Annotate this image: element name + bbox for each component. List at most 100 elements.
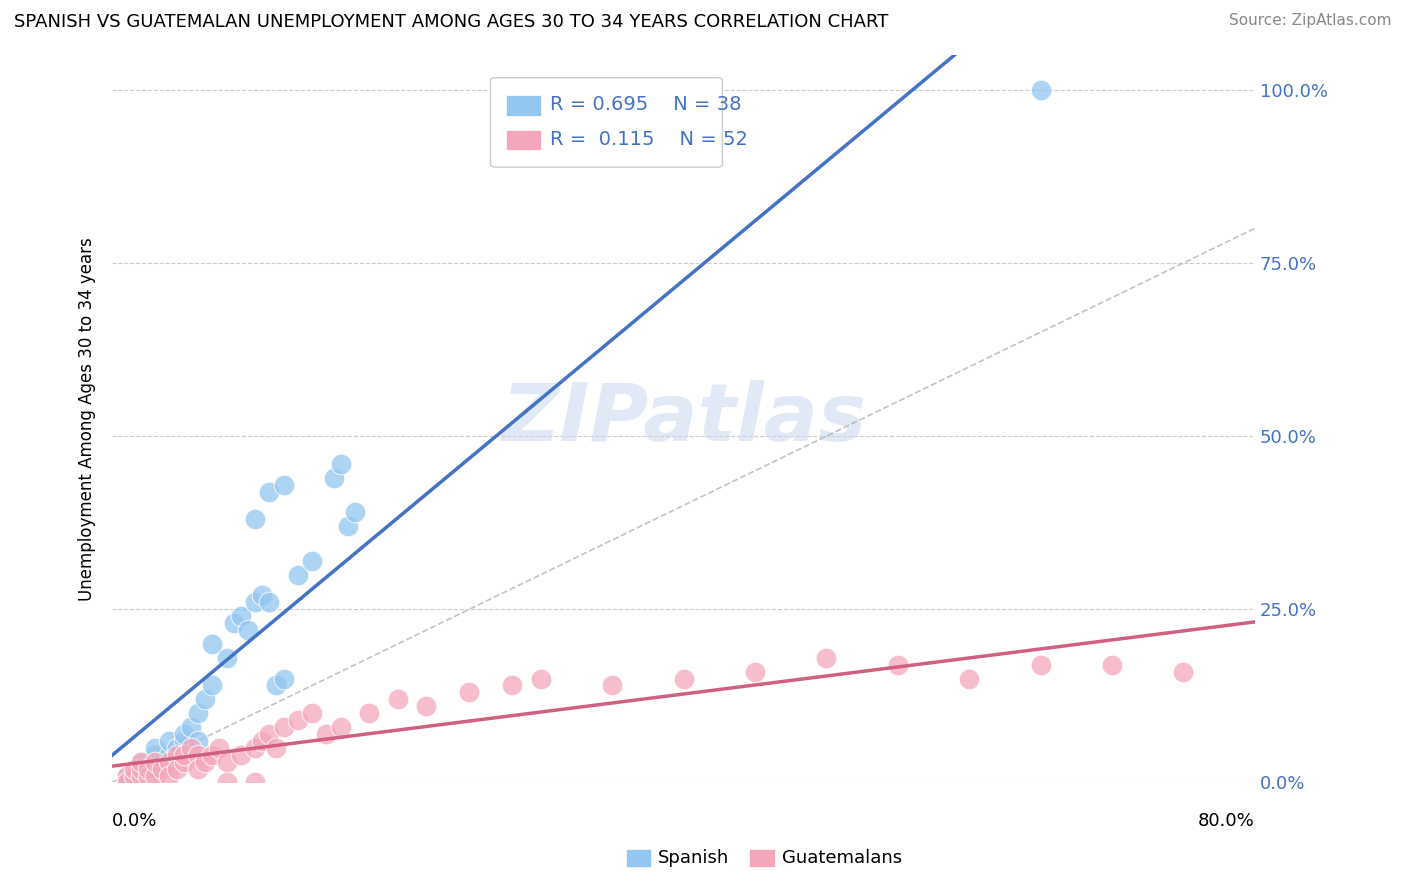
Point bbox=[458, 685, 481, 699]
Point bbox=[222, 616, 245, 631]
Point bbox=[180, 720, 202, 734]
Point bbox=[243, 512, 266, 526]
Point bbox=[166, 747, 188, 762]
Point bbox=[129, 755, 152, 769]
Point bbox=[359, 706, 381, 721]
Point bbox=[201, 747, 224, 762]
Point bbox=[229, 609, 252, 624]
Point bbox=[1029, 657, 1052, 672]
Point bbox=[815, 650, 838, 665]
Point bbox=[887, 657, 910, 672]
Text: Spanish: Spanish bbox=[658, 849, 730, 867]
Point bbox=[301, 706, 323, 721]
Point bbox=[250, 589, 273, 603]
Point bbox=[173, 727, 195, 741]
Point bbox=[129, 762, 152, 776]
FancyBboxPatch shape bbox=[491, 78, 723, 167]
Point bbox=[129, 762, 152, 776]
Point bbox=[287, 567, 309, 582]
Point bbox=[194, 692, 217, 706]
Point bbox=[1173, 665, 1195, 679]
Bar bbox=[506, 95, 541, 115]
Text: ZIPatlas: ZIPatlas bbox=[501, 380, 866, 458]
Point bbox=[136, 762, 159, 776]
Point bbox=[287, 713, 309, 727]
Point bbox=[322, 471, 344, 485]
Point bbox=[243, 595, 266, 609]
Text: Source: ZipAtlas.com: Source: ZipAtlas.com bbox=[1229, 13, 1392, 29]
Point bbox=[136, 768, 159, 782]
Point bbox=[329, 720, 352, 734]
Point bbox=[329, 457, 352, 471]
Text: 0.0%: 0.0% bbox=[112, 812, 157, 830]
Point bbox=[122, 768, 145, 782]
Point bbox=[187, 747, 209, 762]
Point bbox=[187, 734, 209, 748]
Point bbox=[150, 762, 173, 776]
Point bbox=[957, 672, 980, 686]
Point bbox=[115, 775, 138, 789]
Point bbox=[115, 768, 138, 782]
Point bbox=[672, 672, 695, 686]
Point bbox=[501, 678, 523, 692]
Point bbox=[415, 699, 437, 714]
Point bbox=[143, 768, 166, 782]
Point bbox=[173, 755, 195, 769]
Point bbox=[250, 734, 273, 748]
Point bbox=[259, 727, 281, 741]
Point bbox=[229, 747, 252, 762]
Point bbox=[273, 477, 295, 491]
Point bbox=[187, 706, 209, 721]
Text: SPANISH VS GUATEMALAN UNEMPLOYMENT AMONG AGES 30 TO 34 YEARS CORRELATION CHART: SPANISH VS GUATEMALAN UNEMPLOYMENT AMONG… bbox=[14, 13, 889, 31]
Point bbox=[129, 755, 152, 769]
Point bbox=[387, 692, 409, 706]
Text: Guatemalans: Guatemalans bbox=[782, 849, 901, 867]
Point bbox=[215, 755, 238, 769]
Point bbox=[173, 734, 195, 748]
Point bbox=[1029, 83, 1052, 97]
Point bbox=[157, 755, 180, 769]
Point bbox=[143, 755, 166, 769]
Point bbox=[166, 762, 188, 776]
Point bbox=[194, 755, 217, 769]
Point bbox=[259, 595, 281, 609]
Point bbox=[136, 762, 159, 776]
Point bbox=[173, 747, 195, 762]
Text: R = 0.695    N = 38: R = 0.695 N = 38 bbox=[550, 95, 741, 114]
Point bbox=[150, 755, 173, 769]
Point bbox=[243, 740, 266, 755]
Point bbox=[208, 740, 231, 755]
Point bbox=[744, 665, 766, 679]
Point bbox=[143, 747, 166, 762]
Point bbox=[215, 650, 238, 665]
Point bbox=[187, 762, 209, 776]
Point bbox=[180, 740, 202, 755]
Point bbox=[336, 519, 359, 533]
Point bbox=[122, 762, 145, 776]
Point bbox=[344, 505, 367, 519]
Point bbox=[157, 747, 180, 762]
Point bbox=[166, 740, 188, 755]
Point bbox=[201, 678, 224, 692]
Point bbox=[243, 775, 266, 789]
Point bbox=[273, 672, 295, 686]
Text: R =  0.115    N = 52: R = 0.115 N = 52 bbox=[550, 130, 748, 149]
Point bbox=[157, 768, 180, 782]
Point bbox=[530, 672, 553, 686]
Point bbox=[315, 727, 337, 741]
Point bbox=[129, 768, 152, 782]
Point bbox=[600, 678, 623, 692]
Point bbox=[157, 734, 180, 748]
Point bbox=[1101, 657, 1123, 672]
Point bbox=[273, 720, 295, 734]
Point bbox=[115, 768, 138, 782]
Text: 80.0%: 80.0% bbox=[1198, 812, 1256, 830]
Point bbox=[266, 740, 288, 755]
Bar bbox=[506, 130, 541, 151]
Point bbox=[201, 637, 224, 651]
Point bbox=[122, 768, 145, 782]
Point bbox=[143, 740, 166, 755]
Y-axis label: Unemployment Among Ages 30 to 34 years: Unemployment Among Ages 30 to 34 years bbox=[79, 237, 96, 600]
Point bbox=[266, 678, 288, 692]
Point bbox=[259, 484, 281, 499]
